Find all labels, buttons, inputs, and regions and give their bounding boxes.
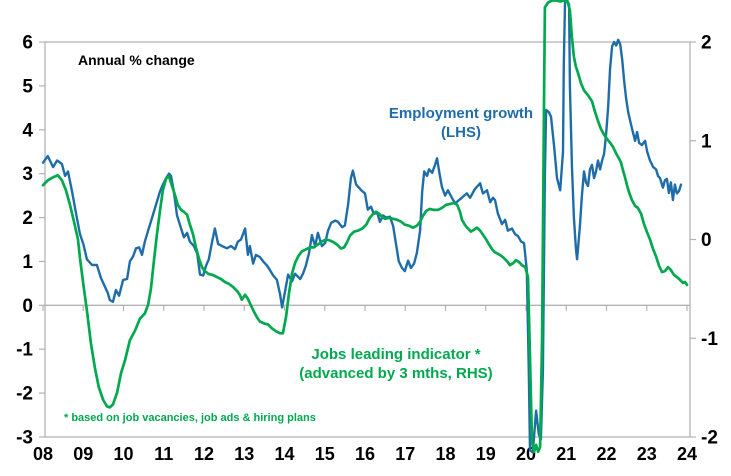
left-axis-label: -3: [16, 428, 33, 449]
x-axis-label: 24: [677, 444, 697, 464]
x-axis-label: 12: [194, 444, 214, 464]
left-axis-label: -2: [16, 384, 33, 405]
x-axis-label: 08: [33, 444, 53, 464]
jobs-indicator-label-line1: Jobs leading indicator *: [311, 346, 481, 363]
left-axis-label: 2: [22, 208, 33, 229]
employment-growth-label-line1: Employment growth: [388, 105, 534, 122]
left-axis-label: -1: [16, 340, 33, 361]
right-axis-label: 1: [701, 131, 712, 152]
jobs-indicator-line: [41, 0, 689, 454]
left-axis-label: 6: [22, 33, 33, 54]
employment-growth-label: Employment growth (LHS): [340, 104, 582, 142]
left-axis-label: 0: [22, 296, 33, 317]
left-axis-label: 4: [22, 120, 33, 141]
x-axis-label: 14: [274, 444, 294, 464]
right-axis-label: -2: [701, 428, 718, 449]
x-axis-label: 16: [355, 444, 375, 464]
right-axis-label: 2: [701, 33, 712, 54]
x-axis-label: 09: [73, 444, 93, 464]
x-axis-label: 17: [395, 444, 415, 464]
x-axis-label: 23: [637, 444, 657, 464]
left-axis-label: 3: [22, 164, 33, 185]
x-axis-label: 13: [234, 444, 254, 464]
x-axis-label: 15: [315, 444, 335, 464]
x-axis-label: 11: [154, 444, 173, 464]
employment-growth-label-line2: (LHS): [441, 124, 481, 141]
jobs-indicator-label-line2: (advanced by 3 mths, RHS): [299, 365, 493, 382]
x-axis-label: 22: [596, 444, 616, 464]
left-axis-label: 1: [22, 252, 33, 273]
x-axis-label: 18: [435, 444, 455, 464]
footnote: * based on job vacancies, job ads & hiri…: [64, 412, 316, 424]
jobs-indicator-label: Jobs leading indicator * (advanced by 3 …: [274, 345, 518, 383]
right-axis-label: 0: [701, 230, 712, 251]
x-axis-label: 21: [556, 444, 576, 464]
right-axis-label: -1: [701, 329, 718, 350]
x-axis-label: 10: [113, 444, 133, 464]
x-axis-label: 19: [476, 444, 496, 464]
left-axis-label: 5: [22, 76, 33, 97]
employment-growth-line: [41, 0, 683, 454]
chart-title: Annual % change: [78, 52, 195, 68]
